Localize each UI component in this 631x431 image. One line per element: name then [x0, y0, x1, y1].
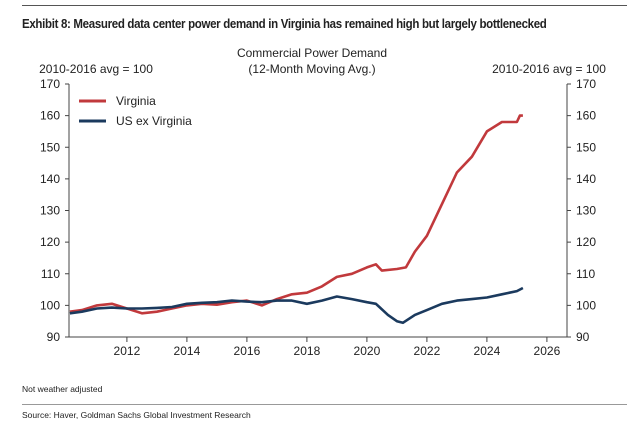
left-tick-label: 170	[40, 77, 60, 91]
x-tick-label: 2014	[174, 344, 201, 358]
source-note: Source: Haver, Goldman Sachs Global Inve…	[22, 410, 251, 420]
chart-title: Commercial Power Demand	[237, 46, 387, 60]
footer-rule	[22, 404, 627, 405]
right-tick-label: 170	[576, 77, 596, 91]
x-tick-label: 2018	[294, 344, 321, 358]
chart-subtitle: (12-Month Moving Avg.)	[248, 62, 375, 76]
legend-label: US ex Virginia	[116, 114, 192, 128]
series-line-us-ex-virginia	[69, 286, 524, 325]
right-tick-label: 130	[576, 204, 596, 218]
left-tick-label: 150	[40, 140, 60, 154]
left-tick-label: 120	[40, 235, 60, 249]
right-tick-label: 150	[576, 140, 596, 154]
top-rule	[22, 5, 627, 6]
right-axis-label: 2010-2016 avg = 100	[492, 62, 606, 76]
left-tick-label: 110	[41, 267, 60, 281]
left-tick-label: 130	[40, 204, 60, 218]
x-tick-label: 2024	[474, 344, 501, 358]
exhibit-title: Exhibit 8: Measured data center power de…	[22, 17, 547, 31]
left-tick-label: 90	[47, 330, 61, 344]
right-tick-label: 120	[576, 235, 596, 249]
left-tick-label: 140	[40, 172, 60, 186]
left-axis-label: 2010-2016 avg = 100	[39, 62, 153, 76]
x-tick-label: 2020	[354, 344, 381, 358]
footnote: Not weather adjusted	[22, 384, 103, 394]
right-tick-label: 160	[576, 109, 596, 123]
left-tick-label: 100	[40, 298, 60, 312]
series-line-virginia	[69, 114, 523, 315]
right-tick-label: 140	[576, 172, 596, 186]
x-tick-label: 2012	[114, 344, 141, 358]
right-tick-label: 100	[576, 298, 596, 312]
x-tick-label: 2026	[534, 344, 561, 358]
right-tick-label: 110	[576, 267, 595, 281]
x-tick-label: 2022	[414, 344, 441, 358]
legend-label: Virginia	[116, 94, 156, 108]
x-tick-label: 2016	[234, 344, 261, 358]
right-tick-label: 90	[576, 330, 590, 344]
left-tick-label: 160	[40, 109, 60, 123]
